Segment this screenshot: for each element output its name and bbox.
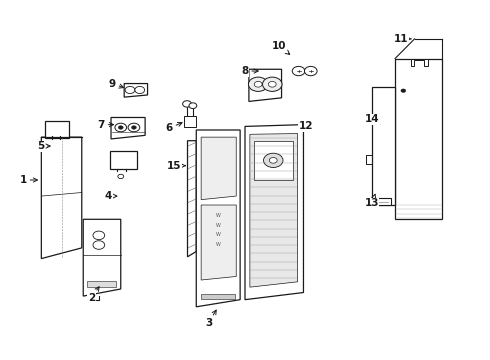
Circle shape [292,66,305,76]
Polygon shape [254,141,293,180]
Circle shape [254,81,262,87]
Text: W: W [216,213,220,218]
Text: W: W [216,242,220,247]
Circle shape [135,86,145,94]
Text: 4: 4 [105,191,117,201]
Circle shape [128,123,140,132]
Text: 12: 12 [298,121,313,131]
Circle shape [264,153,283,167]
Polygon shape [249,69,282,102]
Text: 9: 9 [109,78,123,89]
Circle shape [189,103,197,109]
Text: 13: 13 [365,194,379,208]
Polygon shape [196,130,240,307]
Circle shape [270,157,277,163]
Polygon shape [41,137,82,258]
Text: W: W [216,223,220,228]
Text: 5: 5 [37,141,50,151]
Polygon shape [201,137,236,200]
Text: 6: 6 [166,122,182,133]
Circle shape [248,77,268,91]
Circle shape [115,123,126,132]
Text: W: W [216,232,220,237]
Circle shape [183,101,192,107]
Polygon shape [188,141,196,257]
Polygon shape [372,87,395,205]
Polygon shape [369,198,391,205]
Text: 10: 10 [272,41,290,54]
Circle shape [304,66,317,76]
Polygon shape [411,59,428,66]
Polygon shape [83,219,121,296]
Text: 3: 3 [205,310,216,328]
Circle shape [93,241,105,249]
Text: 15: 15 [167,161,185,171]
Polygon shape [395,59,442,219]
Circle shape [131,126,136,129]
Bar [87,281,116,287]
Polygon shape [45,121,69,138]
Text: 11: 11 [393,34,412,44]
Text: 2: 2 [88,287,99,303]
Polygon shape [250,134,297,287]
Circle shape [401,89,406,93]
Polygon shape [184,116,196,127]
Circle shape [118,126,123,129]
Text: 14: 14 [365,114,380,124]
Circle shape [269,81,276,87]
Bar [201,294,235,298]
Circle shape [125,86,135,94]
Polygon shape [201,205,236,280]
Circle shape [93,231,105,240]
Circle shape [263,77,282,91]
Text: 7: 7 [98,120,114,130]
Circle shape [118,174,123,179]
Polygon shape [245,125,303,300]
Polygon shape [124,84,147,97]
Text: 8: 8 [242,66,258,76]
Polygon shape [110,152,137,169]
Text: 1: 1 [20,175,37,185]
Polygon shape [111,117,145,139]
